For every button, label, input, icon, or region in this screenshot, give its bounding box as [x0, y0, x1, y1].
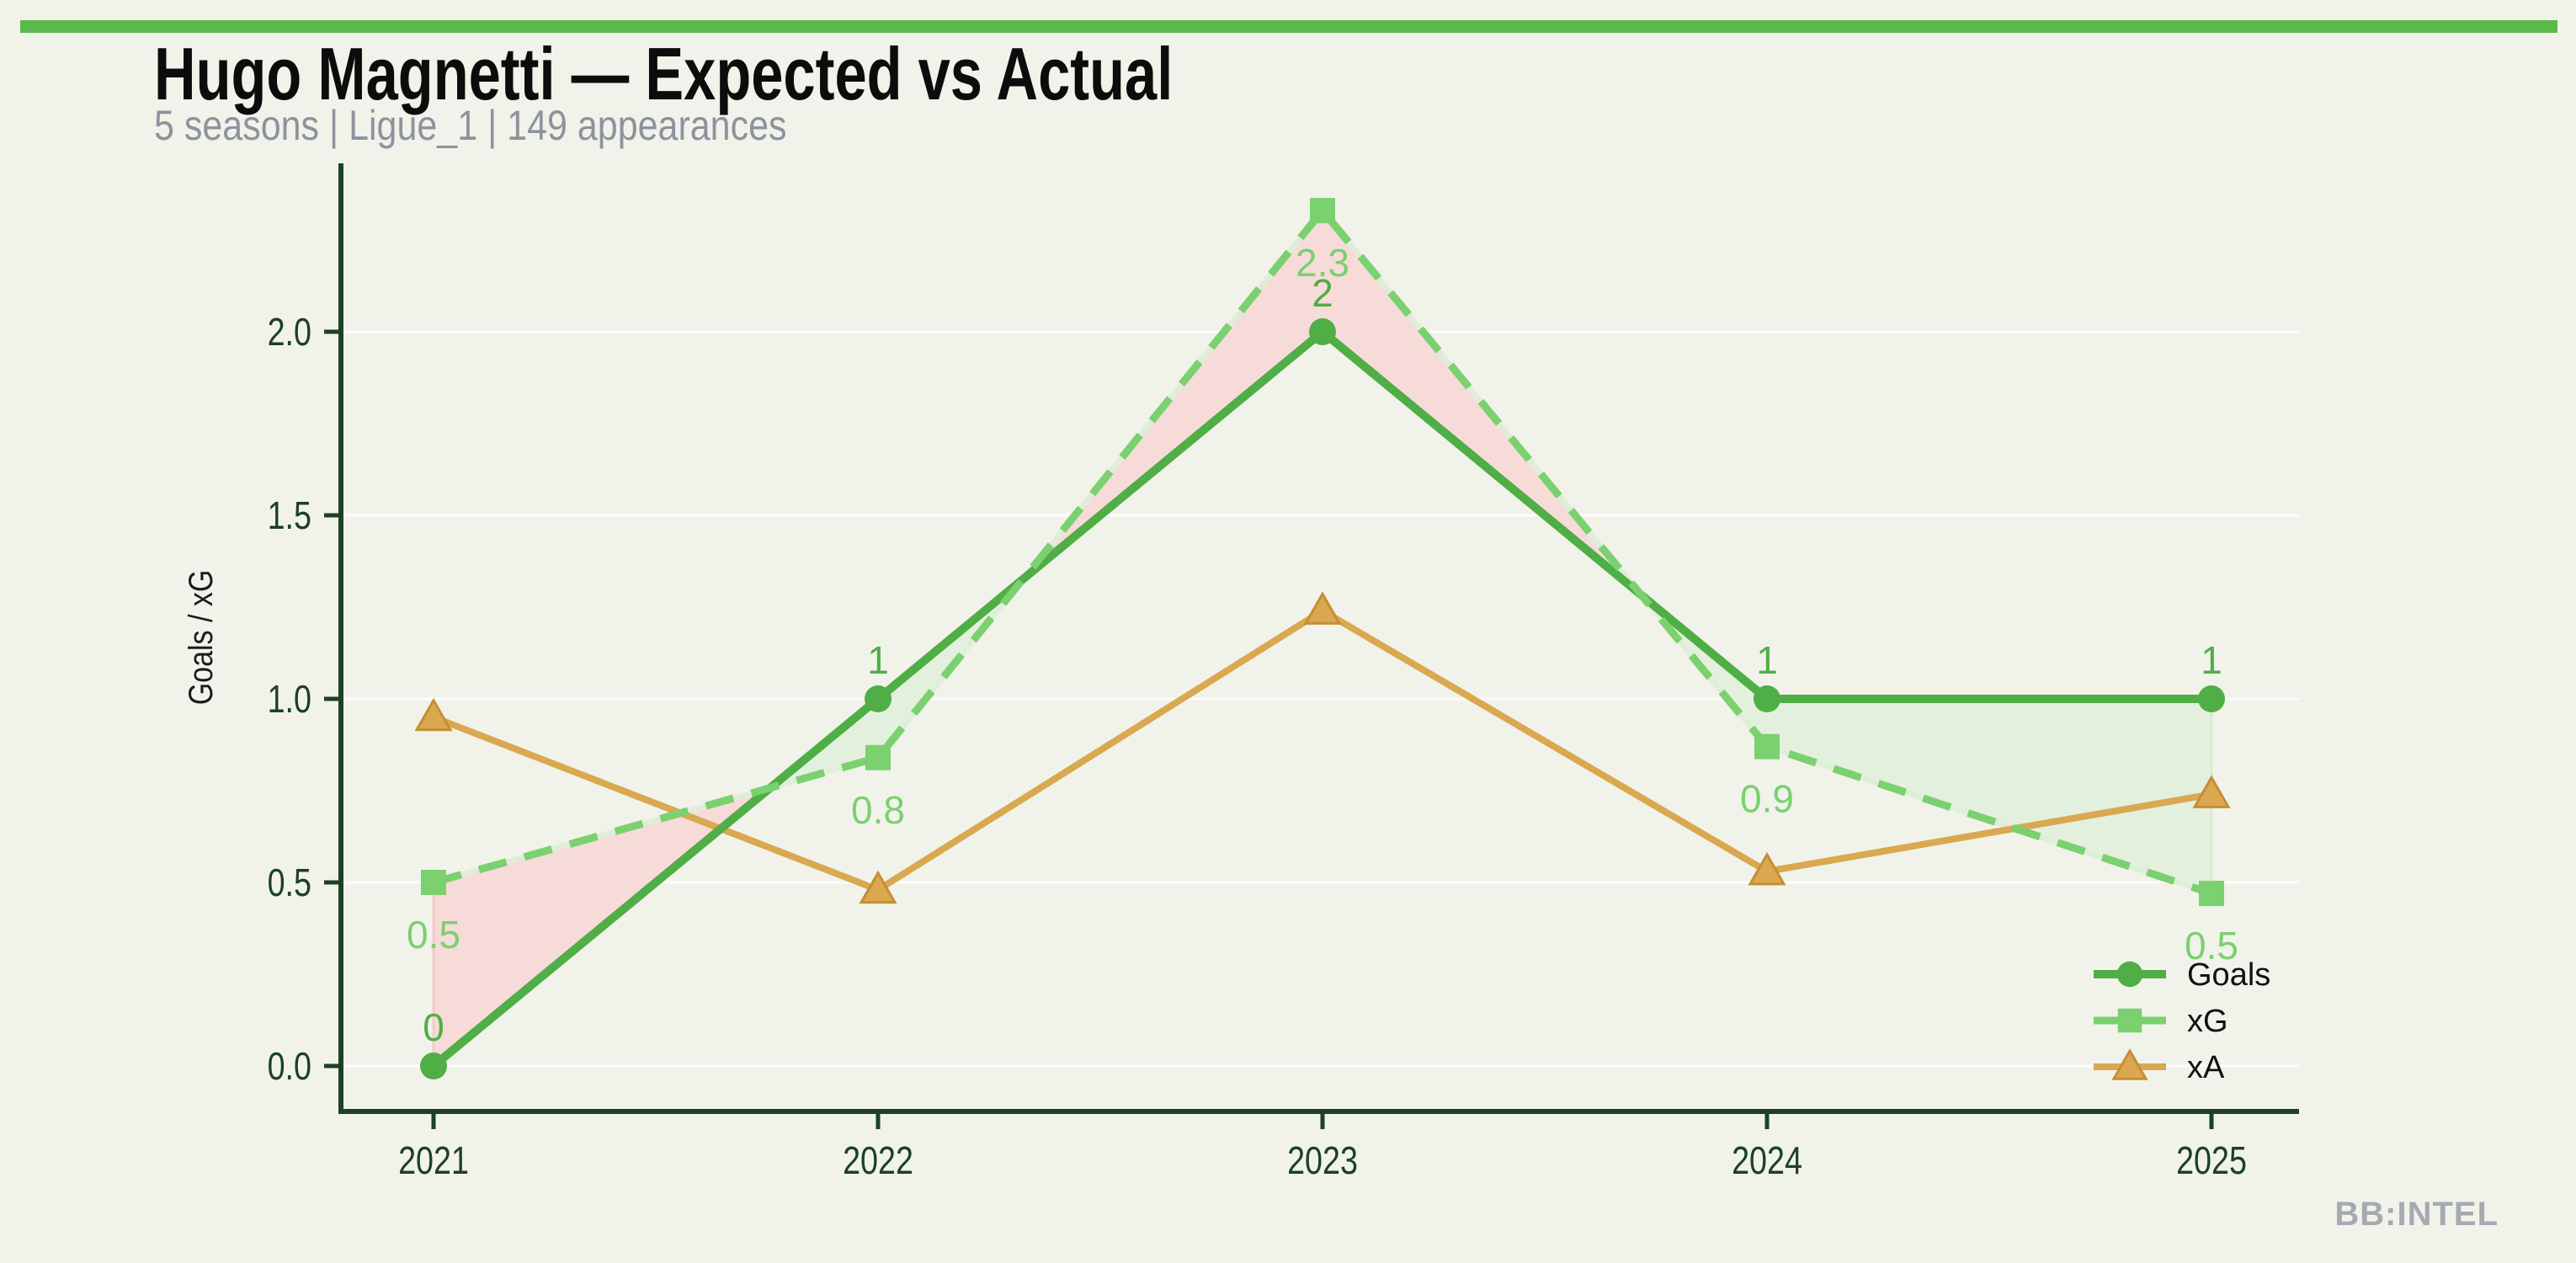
xg-marker: [2199, 881, 2224, 907]
legend-xg-label: xG: [2187, 1004, 2228, 1039]
y-axis-title: Goals / xG: [181, 570, 219, 706]
xa-marker: [859, 870, 897, 904]
goals-marker: [865, 685, 891, 712]
y-tick-label: 0.0: [268, 1044, 311, 1087]
xg-marker: [1754, 733, 1780, 759]
accent-bar: [20, 20, 2557, 33]
x-tick-label: 2024: [1732, 1138, 1802, 1181]
xa-marker: [1303, 591, 1342, 625]
goals-marker: [2198, 685, 2225, 712]
xg-point-label: 0.5: [2185, 924, 2238, 967]
goals-marker: [420, 1052, 447, 1079]
legend-goals-label: Goals: [2187, 957, 2270, 993]
x-tick-label: 2025: [2176, 1138, 2247, 1181]
legend-xa-marker: [2111, 1047, 2148, 1080]
xa-marker: [414, 697, 453, 732]
goals-point-label: 1: [867, 638, 889, 682]
y-tick-label: 1.5: [268, 493, 311, 536]
xg-marker: [865, 744, 891, 770]
xg-point-label: 0.8: [851, 788, 905, 832]
x-tick-label: 2021: [398, 1138, 469, 1181]
page-subtitle: 5 seasons | Ligue_1 | 149 appearances: [154, 102, 787, 149]
xg-point-label: 0.5: [407, 913, 460, 957]
goals-point-label: 1: [1756, 638, 1778, 682]
xa-marker: [1748, 851, 1786, 886]
xg-marker: [421, 870, 446, 895]
y-tick-label: 2.0: [268, 310, 311, 353]
xg-point-label: 0.9: [1740, 777, 1794, 821]
legend-xg-marker: [2117, 1008, 2142, 1033]
watermark: BB:INTEL: [2334, 1196, 2499, 1233]
x-tick-label: 2023: [1287, 1138, 1358, 1181]
goals-marker: [1309, 318, 1336, 345]
legend-goals-marker: [2116, 961, 2143, 988]
y-tick-label: 0.5: [268, 861, 311, 903]
goals-marker: [1754, 685, 1780, 712]
xg-line: [432, 206, 2213, 898]
goals-point-label: 0: [423, 1005, 444, 1049]
page-title: Hugo Magnetti — Expected vs Actual: [154, 32, 1174, 115]
xa-marker: [2192, 775, 2231, 808]
xg-marker: [1310, 198, 1335, 224]
legend-xa-label: xA: [2187, 1050, 2225, 1085]
y-tick-label: 1.0: [268, 677, 311, 720]
legend-item-xg: xG: [2094, 1004, 2228, 1039]
goals-point-label: 1: [2201, 638, 2222, 682]
goals-point-label: 2: [1312, 271, 1333, 315]
x-tick-label: 2022: [843, 1138, 913, 1181]
xg-point-label: 2.3: [1296, 241, 1349, 285]
